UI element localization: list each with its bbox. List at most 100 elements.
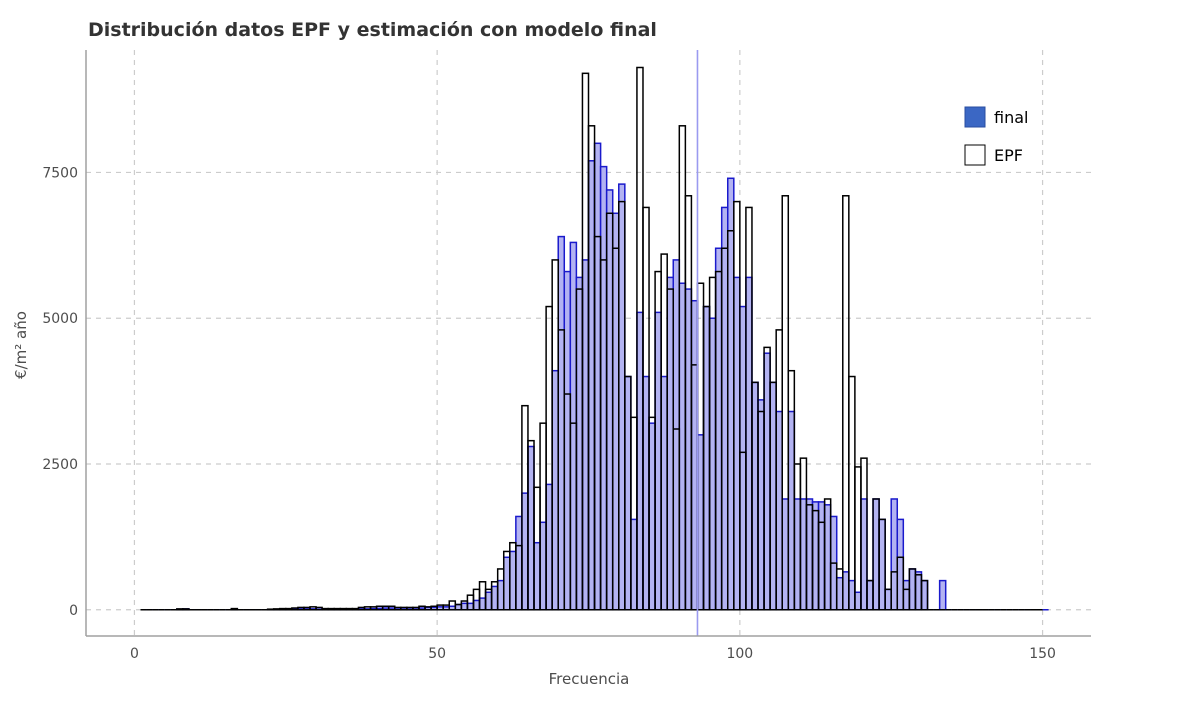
epf-bar-114 [823, 498, 832, 611]
legend: final EPF [964, 106, 1028, 166]
epf-bar-47 [418, 605, 426, 611]
epf-bar-70 [557, 329, 566, 611]
epf-bar-108 [787, 369, 796, 611]
epf-bar-41 [381, 605, 390, 611]
epf-bar-35 [345, 607, 354, 611]
epf-bar-53 [454, 603, 463, 611]
x-tick-150: 150 [1029, 646, 1056, 662]
epf-bar-64 [521, 404, 529, 611]
epf-bar-100 [739, 451, 747, 611]
epf-bar-25 [285, 607, 293, 611]
epf-bar-74 [581, 72, 590, 611]
x-tick-50: 50 [428, 646, 446, 662]
axes [85, 50, 1091, 637]
epf-bar-30 [315, 606, 323, 611]
epf-bar-58 [484, 588, 493, 611]
epf-bar-73 [575, 288, 584, 611]
epf-bar-7 [176, 608, 184, 611]
y-tick-7500: 7500 [42, 165, 78, 181]
epf-bar-45 [406, 606, 414, 611]
legend-swatch-epf [964, 144, 986, 166]
legend-label-epf: EPF [994, 146, 1023, 165]
epf-bar-68 [545, 305, 553, 611]
y-axis-label: €/m² año [12, 311, 30, 379]
y-tick-2500: 2500 [42, 457, 78, 473]
epf-bar-115 [829, 562, 838, 611]
epf-bar-16 [230, 607, 239, 611]
epf-bar-128 [908, 568, 917, 611]
epf-bar-95 [708, 276, 717, 611]
epf-bar-107 [781, 195, 790, 611]
epf-bar-96 [714, 270, 723, 611]
epf-bar-26 [291, 607, 299, 611]
epf-bar-127 [902, 588, 911, 611]
epf-bar-29 [309, 606, 317, 611]
epf-bar-23 [272, 608, 281, 611]
epf-bar-79 [611, 247, 620, 611]
epf-bar-37 [357, 606, 366, 611]
epf-bar-61 [502, 550, 511, 611]
epf-bar-40 [375, 605, 384, 611]
epf-bar-57 [478, 581, 487, 611]
epf-bar-75 [587, 125, 596, 611]
epf-bar-71 [563, 393, 572, 611]
epf-bar-86 [654, 270, 662, 611]
epf-bar-82 [630, 416, 638, 611]
epf-bar-83 [636, 66, 644, 611]
epf-bar-31 [321, 607, 329, 611]
epf-bar-46 [412, 606, 420, 611]
epf-bar-43 [394, 606, 402, 611]
epf-bar-8 [182, 608, 190, 611]
legend-swatch-final [964, 106, 986, 128]
epf-bar-91 [684, 195, 693, 611]
epf-bar-120 [860, 457, 868, 611]
epf-bar-110 [799, 457, 808, 611]
epf-bar-90 [678, 125, 687, 611]
epf-bar-113 [817, 521, 826, 611]
epf-bar-44 [400, 606, 408, 611]
epf-bar-97 [720, 247, 729, 611]
epf-bar-63 [515, 544, 523, 611]
epf-bar-129 [914, 574, 923, 611]
epf-bar-89 [672, 428, 681, 611]
epf-bar-126 [896, 556, 905, 611]
epf-bar-77 [599, 259, 608, 611]
epf-bar-92 [690, 364, 699, 611]
epf-bar-125 [890, 571, 899, 611]
epf-bar-76 [593, 235, 602, 611]
epf-bar-105 [769, 381, 777, 611]
epf-bar-118 [848, 375, 856, 611]
epf-bar-87 [660, 253, 668, 611]
epf-bar-56 [472, 588, 481, 611]
series-epf-bars [140, 66, 1043, 611]
epf-bar-93 [696, 282, 705, 611]
epf-bar-27 [297, 606, 305, 611]
epf-bar-85 [648, 416, 656, 611]
epf-bar-117 [842, 195, 850, 611]
epf-bar-50 [436, 604, 444, 611]
epf-bar-69 [551, 259, 559, 611]
epf-bar-98 [726, 230, 735, 611]
epf-bar-38 [363, 606, 372, 611]
epf-bar-72 [569, 422, 578, 611]
epf-bar-28 [303, 606, 311, 611]
epf-bar-80 [618, 200, 626, 611]
epf-bar-106 [775, 329, 783, 611]
epf-bar-112 [811, 509, 820, 611]
epf-bar-36 [351, 607, 360, 611]
epf-bar-99 [733, 200, 741, 611]
epf-bar-51 [442, 604, 451, 611]
chart-title: Distribución datos EPF y estimación con … [88, 19, 657, 41]
epf-bar-102 [751, 381, 759, 611]
epf-bar-67 [539, 422, 547, 611]
epf-bar-22 [266, 608, 275, 611]
epf-bar-49 [430, 605, 438, 611]
epf-bar-60 [496, 568, 505, 611]
epf-bar-81 [624, 375, 632, 611]
epf-bar-101 [745, 206, 753, 611]
y-tick-5000: 5000 [42, 311, 78, 327]
tick-labels: 0 50 100 150 0 2500 5000 7500 [42, 165, 1056, 662]
x-tick-0: 0 [130, 646, 139, 662]
epf-bar-54 [460, 600, 469, 611]
